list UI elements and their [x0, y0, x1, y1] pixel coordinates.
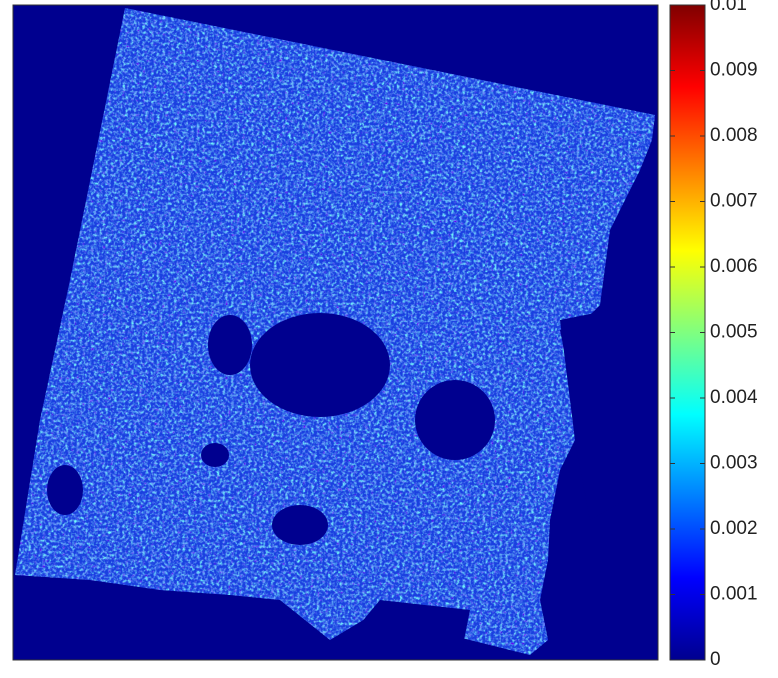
colorbar-tick-label: 0.003	[710, 453, 758, 474]
lake	[272, 505, 328, 545]
colorbar: 0 0.001 0.002 0.003 0.004 0.005 0.006 0.007 0.00…	[670, 0, 758, 670]
lake	[208, 315, 252, 375]
colorbar-gradient	[670, 5, 705, 660]
page: {"colorbar": {"lim": [0, 0.01], "ticks":…	[0, 0, 778, 673]
figure: 0 0.001 0.002 0.003 0.004 0.005 0.006 0.007 0.00…	[0, 0, 778, 673]
colorbar-tick-label: 0.004	[710, 387, 758, 408]
colorbar-tick-label: 0.006	[710, 256, 758, 277]
colorbar-tick-label: 0.01	[710, 0, 747, 15]
colorbar-tick-label: 0.008	[710, 125, 758, 146]
colorbar-tick-label: 0.001	[710, 584, 758, 605]
colorbar-tick-label: 0.002	[710, 518, 758, 539]
lake	[250, 313, 390, 417]
colorbar-tick-label: 0.005	[710, 322, 758, 343]
lake	[201, 443, 229, 467]
lake	[47, 465, 83, 515]
colorbar-tick-label: 0	[710, 649, 721, 670]
colorbar-tick-label: 0.007	[710, 191, 758, 212]
lake	[415, 380, 495, 460]
image-axes	[13, 5, 660, 660]
colorbar-tick-label: 0.009	[710, 60, 758, 81]
